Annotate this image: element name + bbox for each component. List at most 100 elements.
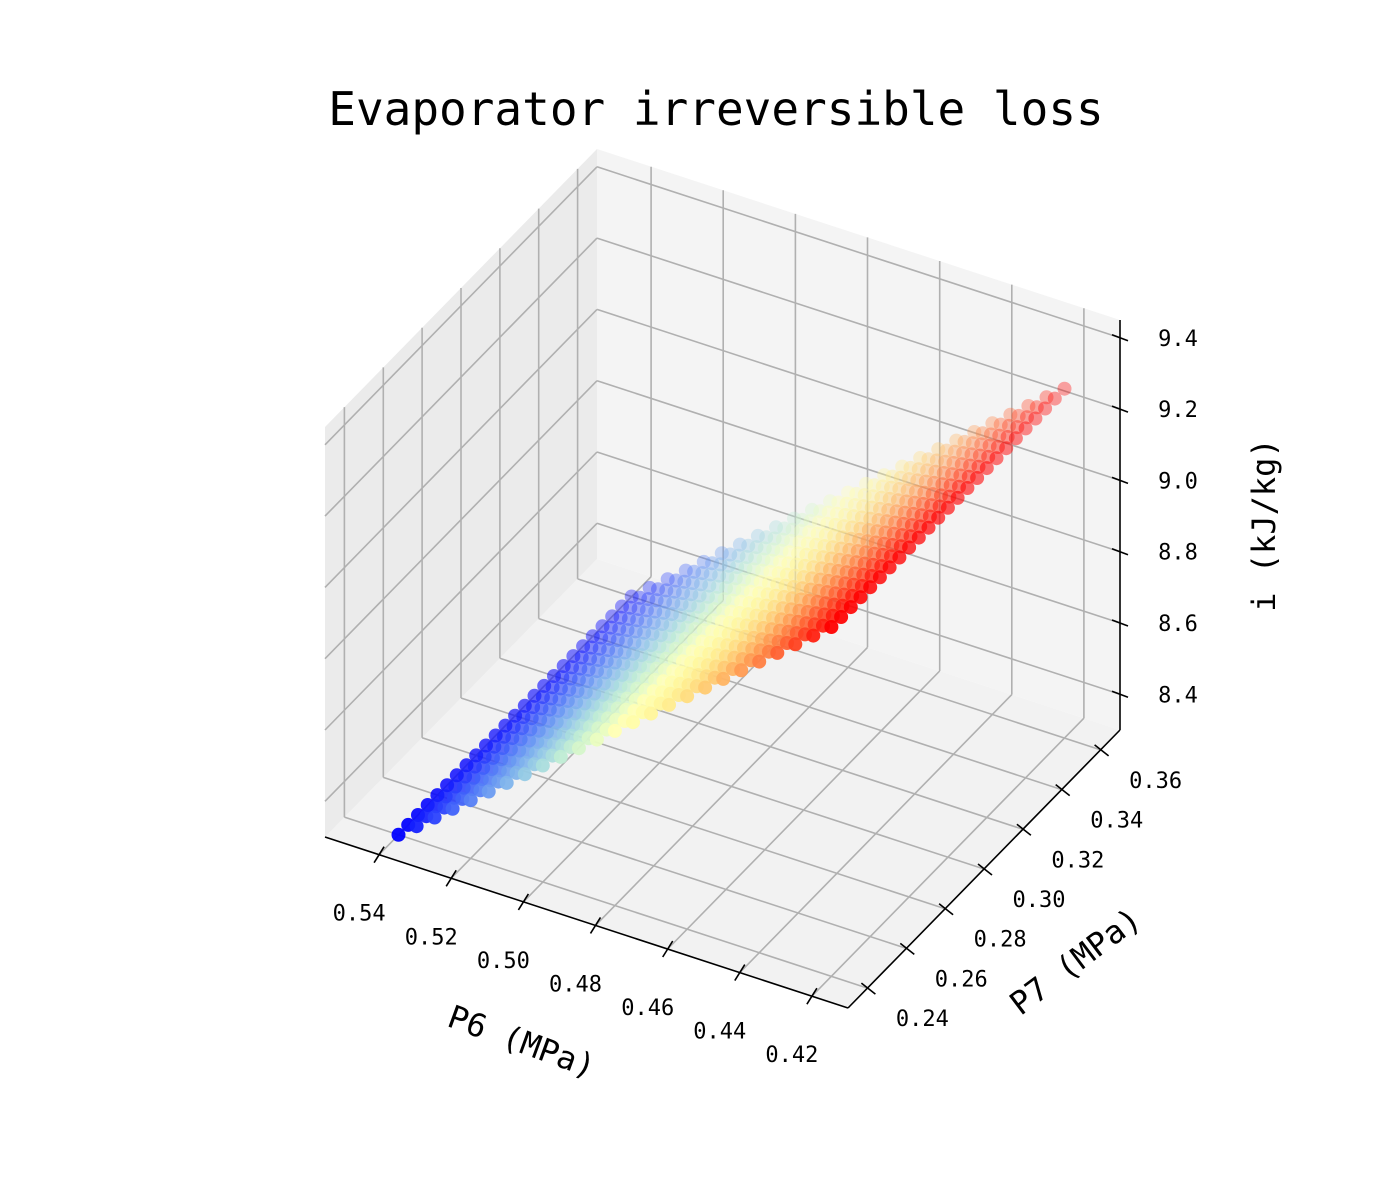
data-point bbox=[658, 594, 672, 609]
data-point bbox=[651, 582, 665, 597]
data-point bbox=[921, 452, 936, 467]
data-point bbox=[463, 793, 478, 808]
data-point bbox=[409, 819, 424, 834]
data-point bbox=[931, 442, 946, 457]
grid-line bbox=[324, 451, 598, 731]
data-point bbox=[965, 436, 980, 451]
data-point bbox=[649, 593, 664, 608]
data-point bbox=[680, 689, 695, 704]
data-point bbox=[793, 524, 808, 539]
grid-line bbox=[344, 816, 868, 989]
z-tick-mark bbox=[1111, 547, 1129, 556]
data-point bbox=[975, 426, 990, 441]
data-point bbox=[427, 810, 442, 825]
data-point bbox=[757, 541, 772, 556]
data-point bbox=[752, 654, 767, 669]
data-point bbox=[685, 576, 700, 590]
data-point bbox=[866, 489, 880, 504]
z-tick-mark bbox=[1111, 476, 1129, 485]
data-point bbox=[821, 505, 836, 520]
x-tick-label: 0.52 bbox=[405, 925, 458, 950]
data-point bbox=[677, 574, 692, 589]
data-point bbox=[1021, 399, 1036, 413]
data-point bbox=[882, 560, 897, 575]
data-point bbox=[874, 490, 889, 505]
grid-line bbox=[596, 522, 1121, 696]
grid-lines bbox=[324, 166, 1121, 997]
x-axis-label: P6 (MPa) bbox=[443, 997, 601, 1085]
data-point bbox=[553, 749, 568, 764]
data-point bbox=[929, 453, 944, 468]
data-point bbox=[893, 470, 908, 485]
data-point bbox=[1000, 430, 1015, 444]
data-point bbox=[811, 515, 826, 530]
data-point bbox=[967, 425, 982, 439]
data-point bbox=[624, 589, 639, 604]
data-point bbox=[731, 548, 746, 563]
data-point bbox=[892, 482, 907, 496]
grid-line bbox=[324, 522, 598, 802]
data-point bbox=[1003, 407, 1018, 422]
data-point bbox=[767, 531, 782, 546]
data-point bbox=[982, 438, 997, 453]
data-point bbox=[669, 573, 684, 588]
data-point bbox=[1029, 400, 1044, 415]
y-tick-label: 0.34 bbox=[1090, 809, 1143, 834]
y-tick-mark bbox=[1055, 783, 1071, 797]
y-tick-label: 0.24 bbox=[896, 1007, 949, 1032]
x-tick-mark bbox=[517, 893, 530, 911]
data-point bbox=[631, 602, 646, 616]
grid-line bbox=[596, 166, 1121, 339]
data-point bbox=[989, 451, 1004, 466]
data-point bbox=[603, 620, 618, 635]
data-point bbox=[615, 599, 629, 614]
data-point bbox=[739, 550, 754, 564]
data-point bbox=[848, 498, 862, 513]
data-point bbox=[863, 580, 878, 595]
data-point bbox=[695, 566, 710, 581]
x-tick-mark bbox=[806, 987, 818, 1005]
data-point bbox=[939, 443, 954, 458]
data-point bbox=[938, 454, 953, 469]
data-point bbox=[1057, 381, 1072, 396]
data-point bbox=[902, 540, 917, 555]
data-point bbox=[1028, 411, 1043, 426]
data-point bbox=[985, 416, 1000, 431]
data-point bbox=[1010, 420, 1025, 435]
data-point bbox=[820, 516, 835, 531]
x-tick-mark bbox=[589, 916, 602, 934]
data-point bbox=[391, 827, 406, 842]
data-point bbox=[535, 758, 550, 773]
data-point bbox=[910, 473, 925, 488]
grid-line bbox=[596, 379, 1121, 553]
data-point bbox=[785, 522, 800, 537]
data-point bbox=[687, 564, 702, 579]
y-tick-mark bbox=[1016, 823, 1032, 836]
z-tick-label: 9.4 bbox=[1158, 327, 1198, 352]
y-tick-mark bbox=[860, 982, 876, 995]
data-point bbox=[970, 471, 985, 485]
data-points bbox=[391, 381, 1072, 842]
data-point bbox=[831, 495, 846, 510]
data-point bbox=[859, 476, 874, 491]
data-point bbox=[626, 715, 640, 730]
data-point bbox=[920, 463, 935, 478]
grid-line bbox=[596, 237, 1121, 410]
tick-labels: 0.42 0.44 0.46 0.48 0.50 0.52 0.54 0.24 0.26 0.28… bbox=[333, 327, 1198, 1068]
z-tick-mark bbox=[1111, 690, 1129, 699]
data-point bbox=[895, 459, 910, 474]
data-point bbox=[956, 446, 971, 461]
data-point bbox=[716, 671, 731, 686]
x-tick-mark bbox=[734, 964, 746, 982]
data-point bbox=[1002, 418, 1016, 433]
data-point bbox=[748, 551, 763, 566]
data-point bbox=[940, 500, 955, 515]
x-tick-label: 0.44 bbox=[693, 1020, 746, 1045]
z-tick-mark bbox=[1111, 334, 1129, 342]
x-tick-label: 0.42 bbox=[765, 1043, 818, 1068]
data-point bbox=[696, 554, 711, 569]
data-point bbox=[803, 514, 818, 529]
data-point bbox=[589, 732, 604, 747]
grid-line bbox=[324, 308, 598, 588]
data-point bbox=[641, 592, 656, 607]
